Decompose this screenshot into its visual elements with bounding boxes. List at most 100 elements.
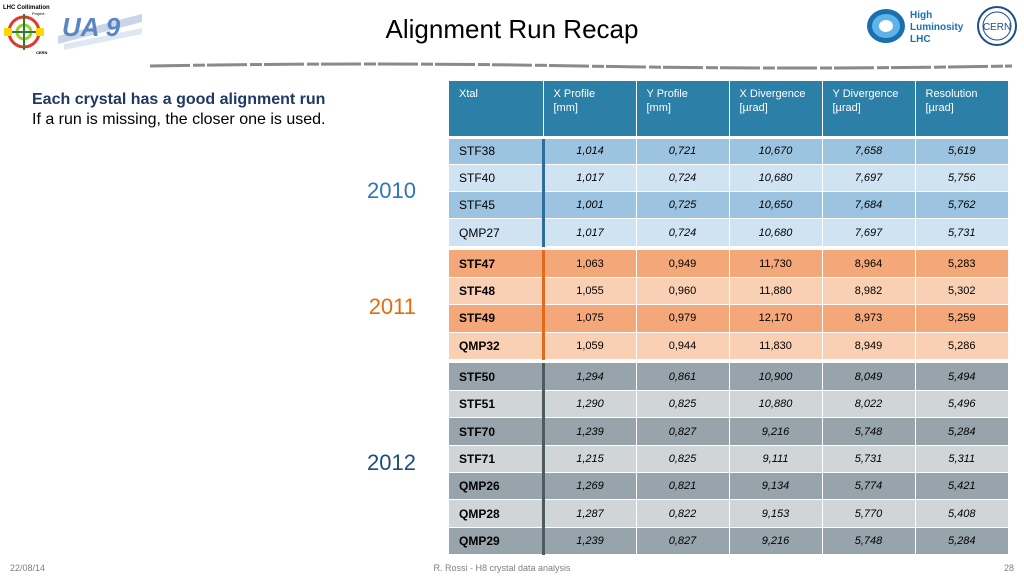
- y-profile-cell: 0,979: [636, 304, 730, 333]
- y-divergence-cell: 8,964: [822, 250, 916, 278]
- y-profile-cell: 0,825: [636, 445, 730, 474]
- x-profile-cell: 1,001: [543, 191, 637, 220]
- svg-text:Luminosity: Luminosity: [910, 22, 964, 33]
- x-divergence-cell: 10,650: [729, 191, 823, 220]
- table-row: QMP32 1,059 0,944 11,830 8,949 5,286: [449, 332, 1008, 360]
- xtal-name-cell: STF50: [449, 363, 545, 392]
- svg-text:LHC Collimation: LHC Collimation: [3, 5, 50, 11]
- y-profile-cell: 0,725: [636, 191, 730, 220]
- footer-date: 22/08/14: [10, 563, 46, 573]
- resolution-cell: 5,421: [915, 472, 1008, 501]
- y-profile-cell: 0,721: [636, 137, 730, 165]
- resolution-cell: 5,408: [915, 499, 1008, 528]
- table-row: STF70 1,239 0,827 9,216 5,748 5,284: [449, 417, 1008, 446]
- y-divergence-cell: 8,973: [822, 304, 916, 333]
- x-profile-cell: 1,215: [543, 445, 637, 474]
- x-profile-cell: 1,290: [543, 390, 637, 419]
- high-luminosity-lhc-logo: High Luminosity LHC: [866, 6, 974, 46]
- xtal-name-cell: STF48: [449, 277, 545, 306]
- y-profile-cell: 0,724: [636, 218, 730, 247]
- xtal-name-cell: QMP29: [449, 527, 545, 555]
- x-profile-cell: 1,269: [543, 472, 637, 501]
- x-divergence-cell: 9,216: [729, 527, 823, 555]
- intro-heading: Each crystal has a good alignment run: [32, 91, 326, 108]
- table-row: QMP29 1,239 0,827 9,216 5,748 5,284: [449, 527, 1008, 555]
- table-row: STF47 1,063 0,949 11,730 8,964 5,283: [449, 250, 1008, 278]
- y-divergence-cell: 5,748: [822, 417, 916, 446]
- x-divergence-cell: 9,216: [729, 417, 823, 446]
- y-profile-cell: 0,821: [636, 472, 730, 501]
- svg-text:High: High: [910, 10, 932, 21]
- x-profile-cell: 1,239: [543, 527, 637, 555]
- year-label-2010: 2010: [367, 178, 416, 203]
- resolution-cell: 5,619: [915, 137, 1008, 165]
- xtal-name-cell: STF38: [449, 137, 545, 165]
- resolution-cell: 5,284: [915, 527, 1008, 555]
- y-profile-cell: 0,944: [636, 332, 730, 360]
- alignment-table: Xtal X Profile [mm] Y Profile [mm] X Diver…: [449, 81, 1008, 555]
- xtal-name-cell: QMP32: [449, 332, 545, 360]
- y-profile-cell: 0,822: [636, 499, 730, 528]
- slide-title: Alignment Run Recap: [385, 14, 639, 44]
- year-label-2012: 2012: [367, 450, 416, 475]
- table-row: STF51 1,290 0,825 10,880 8,022 5,496: [449, 390, 1008, 419]
- group-separator: [449, 359, 1008, 364]
- x-profile-cell: 1,055: [543, 277, 637, 306]
- group-separator: [449, 246, 1008, 251]
- table-row: STF45 1,001 0,725 10,650 7,684 5,762: [449, 191, 1008, 220]
- y-divergence-cell: 7,684: [822, 191, 916, 220]
- x-divergence-cell: 11,830: [729, 332, 823, 360]
- svg-text:UA 9: UA 9: [62, 12, 121, 42]
- xtal-name-cell: STF70: [449, 417, 545, 446]
- resolution-cell: 5,259: [915, 304, 1008, 333]
- svg-text:CERN: CERN: [983, 22, 1011, 33]
- x-profile-cell: 1,075: [543, 304, 637, 333]
- y-divergence-cell: 7,697: [822, 164, 916, 193]
- resolution-cell: 5,284: [915, 417, 1008, 446]
- resolution-cell: 5,731: [915, 218, 1008, 247]
- x-profile-cell: 1,017: [543, 218, 637, 247]
- x-profile-cell: 1,239: [543, 417, 637, 446]
- x-divergence-cell: 12,170: [729, 304, 823, 333]
- table-row: QMP28 1,287 0,822 9,153 5,770 5,408: [449, 499, 1008, 528]
- y-divergence-cell: 5,774: [822, 472, 916, 501]
- table-row: STF71 1,215 0,825 9,111 5,731 5,311: [449, 445, 1008, 474]
- x-profile-cell: 1,017: [543, 164, 637, 193]
- header-xtal: Xtal: [449, 81, 544, 139]
- table-row: QMP26 1,269 0,821 9,134 5,774 5,421: [449, 472, 1008, 501]
- separator-cell: [449, 359, 1008, 364]
- table-row: STF48 1,055 0,960 11,880 8,982 5,302: [449, 277, 1008, 306]
- y-profile-cell: 0,827: [636, 527, 730, 555]
- table-row: STF40 1,017 0,724 10,680 7,697 5,756: [449, 164, 1008, 193]
- y-divergence-cell: 8,022: [822, 390, 916, 419]
- x-divergence-cell: 11,730: [729, 250, 823, 278]
- svg-text:LHC: LHC: [910, 34, 931, 45]
- y-divergence-cell: 5,770: [822, 499, 916, 528]
- header-divider: [149, 57, 1013, 70]
- resolution-cell: 5,286: [915, 332, 1008, 360]
- x-profile-cell: 1,063: [543, 250, 637, 278]
- y-profile-cell: 0,827: [636, 417, 730, 446]
- intro-text: Each crystal has a good alignment run If…: [32, 90, 325, 130]
- x-divergence-cell: 11,880: [729, 277, 823, 306]
- header-y-divergence: Y Divergence [µrad]: [822, 81, 916, 139]
- year-label-2011: 2011: [368, 294, 416, 319]
- x-divergence-cell: 9,153: [729, 499, 823, 528]
- x-divergence-cell: 10,680: [729, 218, 823, 247]
- intro-subtext: If a run is missing, the closer one is u…: [32, 111, 326, 128]
- resolution-cell: 5,494: [915, 363, 1008, 392]
- y-divergence-cell: 5,731: [822, 445, 916, 474]
- x-divergence-cell: 10,880: [729, 390, 823, 419]
- xtal-name-cell: STF40: [449, 164, 545, 193]
- xtal-name-cell: STF45: [449, 191, 545, 220]
- y-divergence-cell: 8,982: [822, 277, 916, 306]
- svg-text:Project: Project: [32, 11, 45, 16]
- resolution-cell: 5,283: [915, 250, 1008, 278]
- svg-text:CERN: CERN: [36, 50, 47, 55]
- xtal-name-cell: STF51: [449, 390, 545, 419]
- table-row: STF38 1,014 0,721 10,670 7,658 5,619: [449, 137, 1008, 165]
- y-profile-cell: 0,949: [636, 250, 730, 278]
- lhc-collimation-logo: LHC Collimation Project CERN: [2, 2, 54, 56]
- x-divergence-cell: 10,670: [729, 137, 823, 165]
- xtal-name-cell: QMP27: [449, 218, 545, 247]
